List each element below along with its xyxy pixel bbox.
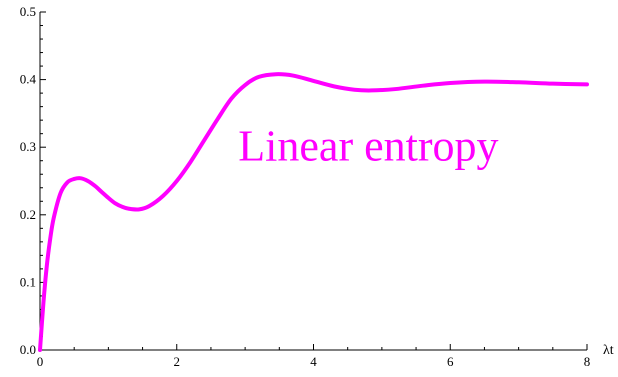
y-tick-label: 0.2: [20, 207, 36, 222]
x-tick-label: 6: [447, 354, 454, 369]
x-axis-title: λt: [603, 343, 614, 358]
y-tick-label: 0.1: [20, 274, 36, 289]
y-tick-label: 0.0: [20, 342, 36, 357]
linear-entropy-series-line: [38, 72, 589, 352]
y-tick-label: 0.5: [20, 4, 36, 19]
x-tick-label: 2: [174, 354, 181, 369]
ticks: 0 2 4 6 8 0.0 0.1 0.2 0.3 0.4 0.5: [20, 4, 591, 369]
x-tick-label: 0: [37, 354, 44, 369]
x-tick-label: 8: [584, 354, 591, 369]
linear-entropy-annotation: Linear entropy: [238, 122, 498, 171]
series-layer: [38, 72, 589, 352]
axes: [39, 12, 587, 351]
x-tick-label: 4: [310, 354, 317, 369]
y-tick-label: 0.3: [20, 139, 36, 154]
y-tick-label: 0.4: [20, 72, 37, 87]
